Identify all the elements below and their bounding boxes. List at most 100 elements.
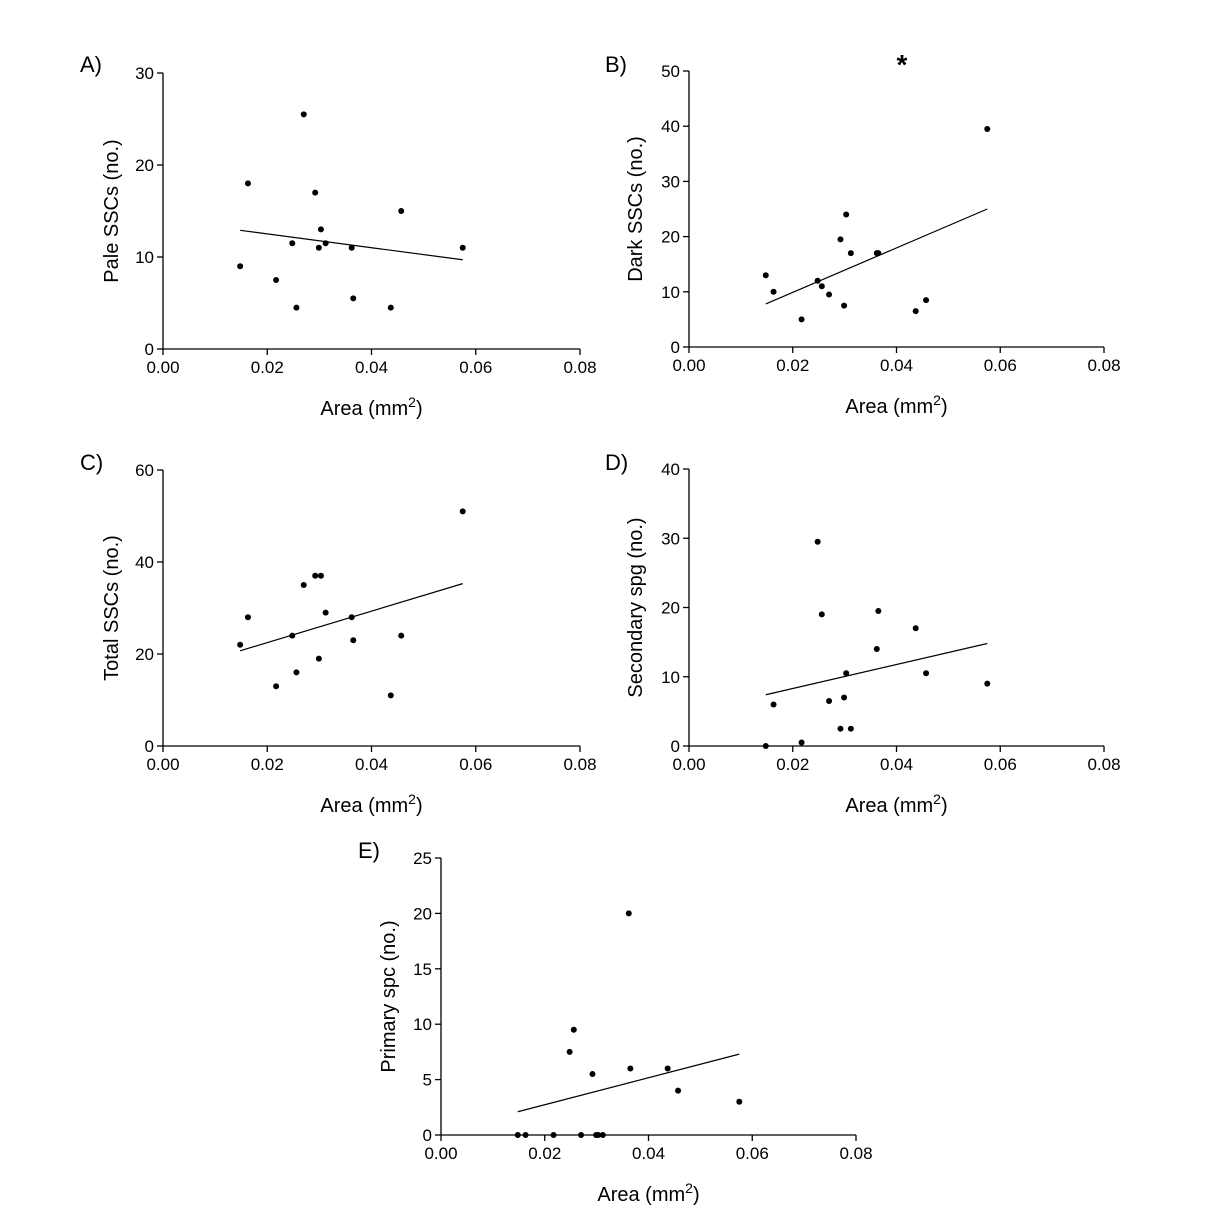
y-tick-label: 30 xyxy=(661,529,680,548)
y-axis-title: Primary spc (no.) xyxy=(378,920,400,1072)
x-tick-label: 0.08 xyxy=(563,755,596,774)
data-point xyxy=(875,250,882,257)
y-axis-title: Total SSCs (no.) xyxy=(101,535,123,681)
y-tick-label: 10 xyxy=(413,1015,432,1034)
x-axis-title-text: Area (mm xyxy=(320,398,408,420)
data-point xyxy=(273,277,280,283)
x-tick-label: 0.06 xyxy=(736,1144,769,1163)
y-tick-label: 30 xyxy=(661,172,680,191)
x-tick-label: 0.02 xyxy=(251,755,284,774)
x-axis-title-superscript: 2 xyxy=(933,791,941,807)
data-point xyxy=(837,236,844,243)
data-point xyxy=(736,1098,743,1105)
y-tick-label: 40 xyxy=(135,553,154,572)
significance-star: * xyxy=(897,49,908,80)
data-point xyxy=(841,694,848,701)
regression-line xyxy=(765,642,988,696)
y-tick-label: 30 xyxy=(135,64,154,83)
x-axis-title-superscript: 2 xyxy=(408,791,416,807)
x-tick-label: 0.02 xyxy=(776,755,809,774)
x-tick-label: 0.00 xyxy=(672,755,705,774)
data-point xyxy=(237,263,244,270)
data-point xyxy=(843,211,850,218)
data-point xyxy=(837,725,844,732)
x-axis-title: Area (mm2) xyxy=(597,1180,699,1206)
y-tick-label: 0 xyxy=(145,737,154,756)
x-tick-label: 0.08 xyxy=(839,1144,872,1163)
x-axis-title: Area (mm2) xyxy=(320,394,422,420)
data-point xyxy=(350,295,357,302)
data-point xyxy=(322,609,329,616)
data-point xyxy=(625,910,632,917)
data-point xyxy=(984,125,991,132)
data-point xyxy=(912,625,919,632)
x-tick-label: 0.00 xyxy=(672,356,705,375)
y-tick-label: 10 xyxy=(661,283,680,302)
x-tick-label: 0.00 xyxy=(146,755,179,774)
data-point xyxy=(289,632,296,639)
data-point xyxy=(818,283,825,290)
y-tick-label: 0 xyxy=(423,1126,432,1145)
data-point xyxy=(984,680,991,687)
y-tick-label: 20 xyxy=(661,228,680,247)
y-tick-label: 10 xyxy=(135,248,154,267)
data-point xyxy=(923,297,930,304)
data-point xyxy=(398,632,405,639)
data-point xyxy=(826,291,833,298)
y-tick-label: 60 xyxy=(135,461,154,480)
data-point xyxy=(664,1065,671,1072)
data-point xyxy=(459,244,466,251)
data-point xyxy=(350,637,357,644)
y-tick-label: 40 xyxy=(661,460,680,479)
x-axis-title-superscript: 2 xyxy=(408,394,416,410)
data-point xyxy=(300,111,307,118)
y-tick-label: 0 xyxy=(671,737,680,756)
panel-b-chart: 0.00 0.02 0.04 0.06 0.08 0 10 20 30 40 50 Area (mm2… xyxy=(605,49,1121,418)
data-point xyxy=(244,614,251,621)
x-axis-title-end: ) xyxy=(416,795,423,817)
data-point xyxy=(912,308,919,315)
data-point xyxy=(595,1132,602,1138)
data-point xyxy=(762,743,769,749)
x-tick-label: 0.00 xyxy=(146,358,179,377)
regression-line xyxy=(517,1053,740,1113)
x-tick-label: 0.04 xyxy=(880,356,913,375)
data-point xyxy=(814,277,821,284)
data-point xyxy=(312,189,319,196)
data-point xyxy=(322,240,329,247)
y-axis-title: Pale SSCs (no.) xyxy=(101,139,123,282)
x-tick-label: 0.02 xyxy=(776,356,809,375)
y-tick-label: 25 xyxy=(413,849,432,868)
x-tick-label: 0.06 xyxy=(984,755,1017,774)
x-tick-label: 0.02 xyxy=(528,1144,561,1163)
data-point xyxy=(459,508,466,515)
panel-a-chart: 0.00 0.02 0.04 0.06 0.08 0 10 20 30 Area (mm2) Pal… xyxy=(80,52,597,420)
y-tick-label: 15 xyxy=(413,960,432,979)
x-tick-label: 0.08 xyxy=(563,358,596,377)
data-point xyxy=(289,240,296,247)
data-point xyxy=(843,670,850,677)
x-tick-label: 0.00 xyxy=(424,1144,457,1163)
x-axis-title-text: Area (mm xyxy=(845,396,933,418)
data-point xyxy=(273,683,280,690)
regression-line xyxy=(765,208,988,305)
panel-label: B) xyxy=(605,52,627,77)
data-point xyxy=(348,614,355,621)
data-point xyxy=(348,244,355,251)
data-point xyxy=(841,302,848,309)
y-axis-title: Dark SSCs (no.) xyxy=(625,136,647,282)
x-axis-title-text: Area (mm xyxy=(845,795,933,817)
y-tick-label: 10 xyxy=(661,668,680,687)
panel-c-chart: 0.00 0.02 0.04 0.06 0.08 0 20 40 60 Area (mm2) Tot… xyxy=(80,450,597,817)
data-point xyxy=(522,1132,529,1138)
panel-d-chart: 0.00 0.02 0.04 0.06 0.08 0 10 20 30 40 Area (mm2) S… xyxy=(605,450,1121,817)
data-point xyxy=(675,1087,682,1094)
data-point xyxy=(244,180,251,187)
data-point xyxy=(847,725,854,732)
data-point xyxy=(317,572,324,579)
x-tick-label: 0.04 xyxy=(880,755,913,774)
y-tick-label: 5 xyxy=(423,1071,432,1090)
x-tick-label: 0.02 xyxy=(251,358,284,377)
data-point xyxy=(873,646,880,653)
data-point xyxy=(762,272,769,279)
